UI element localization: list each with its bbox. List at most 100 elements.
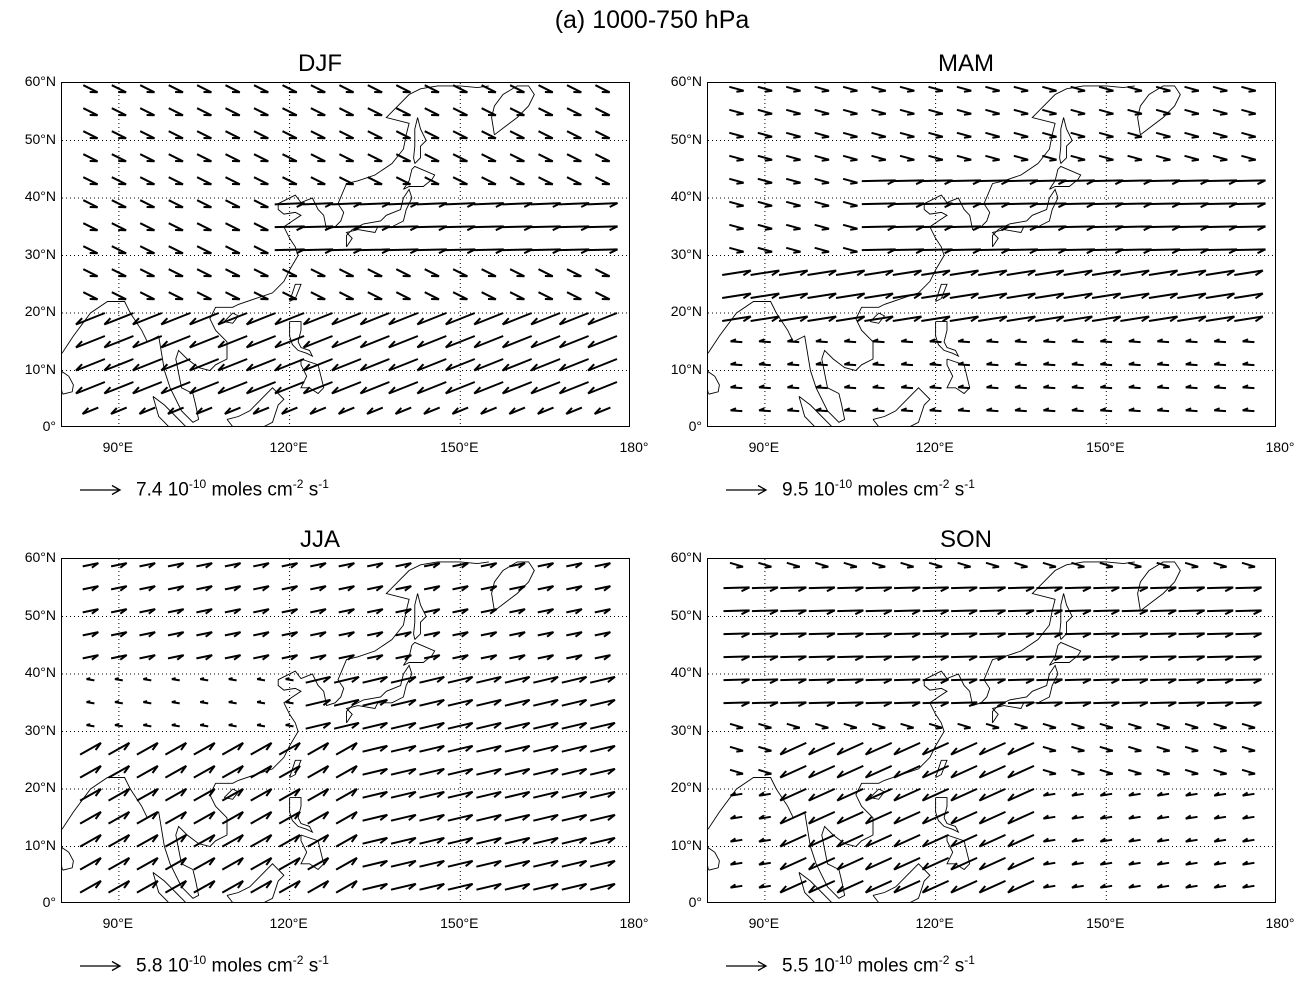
vector-arrow	[217, 358, 248, 372]
panel-title: JJA	[299, 526, 340, 553]
vector-arrow	[1007, 655, 1035, 662]
vector-arrow	[537, 608, 554, 615]
vector-arrow	[950, 787, 978, 802]
vector-arrow	[1156, 561, 1170, 569]
vector-arrow	[331, 335, 362, 349]
vector-arrow	[139, 199, 155, 209]
vector-arrow	[476, 836, 502, 845]
coastline	[1059, 593, 1073, 640]
vector-arrow	[1036, 655, 1063, 662]
vector-arrow	[1213, 745, 1227, 753]
vector-arrow	[561, 836, 588, 845]
vector-arrow	[1128, 814, 1141, 820]
reference-unit-exponent: -10	[834, 953, 853, 967]
vector-arrow	[224, 562, 242, 569]
vector-arrow	[139, 268, 155, 278]
vector-arrow	[395, 153, 411, 163]
vector-arrow	[729, 85, 744, 93]
vector-arrow	[168, 84, 184, 94]
vector-arrow	[82, 222, 99, 232]
vector-arrow	[424, 291, 440, 301]
vector-arrow	[1064, 701, 1092, 708]
coastline	[798, 872, 832, 902]
lon-tick-label: 120°E	[915, 439, 954, 455]
vector-arrow	[310, 107, 326, 117]
vector-arrow	[509, 153, 525, 163]
vector-arrow	[452, 176, 468, 186]
vector-arrow	[253, 176, 269, 186]
vector-arrow	[281, 406, 298, 415]
vector-arrow	[1070, 131, 1086, 139]
vector-arrow	[110, 406, 128, 415]
vector-arrow	[481, 291, 497, 301]
vector-arrow	[509, 654, 526, 661]
vector-arrow	[136, 880, 159, 894]
vector-arrow	[1184, 108, 1200, 116]
vector-arrow	[445, 312, 476, 326]
vector-arrow	[928, 561, 943, 569]
vector-arrow	[1213, 883, 1227, 889]
vector-arrow	[256, 723, 266, 728]
reference-unit-text: moles cm	[852, 479, 939, 501]
vector-arrow	[196, 268, 212, 278]
coastline	[1137, 561, 1181, 612]
vector-arrow	[589, 882, 616, 891]
vector-arrow	[836, 856, 864, 871]
vector-arrow	[900, 722, 914, 730]
vector-arrow	[787, 361, 800, 367]
vector-arrow	[1241, 85, 1256, 93]
vector-arrow	[1235, 678, 1262, 685]
vector-arrow	[1156, 860, 1170, 866]
vector-arrow	[476, 767, 502, 776]
coastline	[62, 561, 489, 899]
vector-arrow	[111, 84, 127, 94]
vector-arrow	[949, 292, 979, 300]
vector-arrow	[865, 632, 893, 639]
vector-arrow	[533, 790, 559, 799]
vector-arrow	[921, 787, 950, 802]
vector-arrow	[921, 269, 951, 277]
vector-arrow	[111, 176, 127, 186]
vector-arrow	[921, 292, 951, 300]
vector-arrow	[587, 381, 618, 395]
vector-arrow	[1100, 384, 1113, 390]
vector-arrow	[864, 879, 893, 894]
vector-arrow	[390, 813, 417, 822]
vector-arrow	[338, 130, 355, 140]
vector-arrow	[1178, 609, 1206, 616]
vector-arrow	[589, 767, 616, 776]
vector-arrow	[504, 721, 531, 730]
vector-arrow	[533, 744, 559, 753]
vector-arrow	[922, 701, 950, 708]
vector-arrow	[111, 268, 127, 278]
lat-tick-label: 20°N	[670, 303, 702, 319]
vector-arrow	[844, 407, 857, 413]
vector-arrow	[278, 765, 301, 779]
vector-arrow	[253, 291, 269, 301]
vector-arrow	[537, 406, 554, 415]
panel-title: SON	[939, 526, 992, 553]
vector-arrow	[1178, 678, 1206, 685]
vector-arrow	[390, 882, 417, 891]
vector-arrow	[1034, 315, 1065, 323]
vector-arrow	[419, 721, 445, 730]
vector-arrow	[729, 246, 744, 254]
vector-arrow	[139, 562, 156, 569]
vector-arrow	[842, 246, 858, 254]
vector-arrow	[245, 381, 276, 395]
vector-arrow	[1007, 678, 1035, 685]
vector-arrow	[390, 675, 417, 684]
vector-arrow	[957, 384, 970, 390]
vector-arrow	[136, 857, 159, 871]
vector-arrow	[75, 312, 106, 326]
vector-arrow	[253, 608, 270, 615]
vector-arrow	[362, 813, 388, 822]
vector-arrow	[842, 85, 858, 93]
vector-arrow	[951, 701, 978, 708]
vector-arrow	[1205, 315, 1235, 323]
vector-arrow	[1156, 722, 1170, 730]
vector-arrow	[225, 245, 241, 255]
vector-arrow	[310, 130, 326, 140]
vector-arrow	[139, 84, 155, 94]
vector-arrow	[1007, 856, 1035, 871]
